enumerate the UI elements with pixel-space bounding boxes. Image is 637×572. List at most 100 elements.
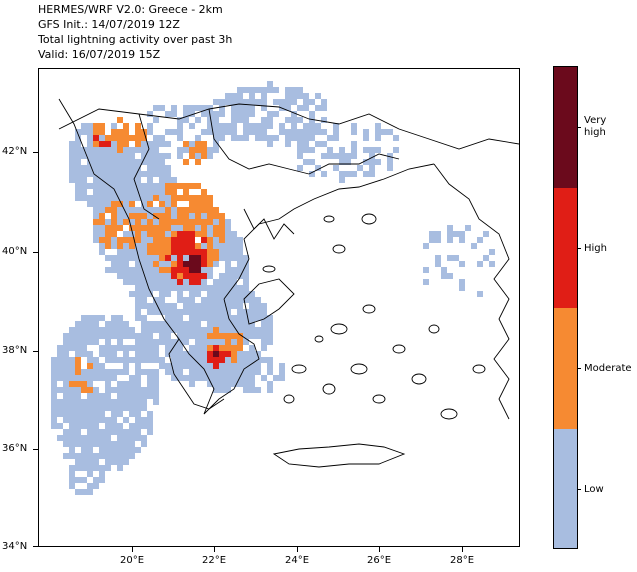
lightning-cell-low — [213, 285, 219, 291]
lightning-cell-low — [111, 267, 117, 273]
lightning-cell-low — [69, 453, 75, 459]
lightning-cell-low — [75, 165, 81, 171]
lightning-cell-low — [105, 177, 111, 183]
lightning-cell-low — [129, 429, 135, 435]
lightning-cell-moderate — [165, 243, 171, 249]
lightning-cell-low — [81, 165, 87, 171]
lightning-cell-low — [129, 147, 135, 153]
lightning-cell-low — [81, 405, 87, 411]
lightning-cell-low — [63, 369, 69, 375]
lightning-cell-low — [327, 135, 333, 141]
lightning-cell-low — [165, 273, 171, 279]
lightning-cell-low — [105, 423, 111, 429]
lightning-cell-low — [471, 243, 477, 249]
lightning-cell-low — [135, 411, 141, 417]
lightning-cell-moderate — [183, 189, 189, 195]
lightning-cell-moderate — [201, 201, 207, 207]
model-title: HERMES/WRF V2.0: Greece - 2km — [38, 3, 223, 16]
lightning-cell-moderate — [165, 207, 171, 213]
lightning-cell-low — [135, 387, 141, 393]
lightning-cell-low — [135, 255, 141, 261]
lightning-cell-moderate — [111, 207, 117, 213]
lightning-cell-low — [75, 453, 81, 459]
lightning-cell-low — [297, 153, 303, 159]
lightning-cell-low — [315, 93, 321, 99]
lightning-cell-low — [153, 189, 159, 195]
lat-label-42: 42°N — [2, 146, 28, 157]
lightning-cell-low — [57, 375, 63, 381]
lightning-cell-low — [249, 309, 255, 315]
lightning-cell-moderate — [105, 225, 111, 231]
lightning-cell-low — [243, 351, 249, 357]
lightning-cell-low — [123, 273, 129, 279]
lightning-cell-low — [273, 87, 279, 93]
island-outline — [361, 213, 377, 225]
lightning-cell-low — [75, 435, 81, 441]
lightning-cell-low — [183, 111, 189, 117]
lightning-cell-low — [135, 399, 141, 405]
lightning-cell-low — [93, 201, 99, 207]
lightning-cell-low — [75, 459, 81, 465]
lightning-cell-low — [87, 201, 93, 207]
lightning-cell-moderate — [111, 231, 117, 237]
lightning-cell-low — [123, 387, 129, 393]
lightning-cell-moderate — [225, 345, 231, 351]
lightning-cell-low — [141, 267, 147, 273]
lightning-cell-high — [177, 243, 183, 249]
lightning-cell-low — [153, 285, 159, 291]
lightning-cell-low — [141, 261, 147, 267]
lightning-cell-low — [123, 243, 129, 249]
lightning-cell-low — [219, 327, 225, 333]
lightning-cell-low — [147, 381, 153, 387]
lightning-cell-moderate — [231, 351, 237, 357]
lightning-cell-low — [189, 291, 195, 297]
lightning-cell-low — [273, 99, 279, 105]
lightning-cell-low — [261, 333, 267, 339]
lightning-cell-low — [165, 195, 171, 201]
lightning-cell-low — [111, 321, 117, 327]
lightning-cell-low — [303, 159, 309, 165]
lightning-cell-low — [261, 375, 267, 381]
lightning-cell-low — [99, 345, 105, 351]
lightning-cell-low — [63, 405, 69, 411]
lightning-cell-low — [231, 231, 237, 237]
lightning-cell-low — [99, 195, 105, 201]
lightning-cell-low — [57, 351, 63, 357]
lightning-cell-low — [213, 219, 219, 225]
lightning-cell-low — [147, 255, 153, 261]
lightning-cell-low — [111, 177, 117, 183]
lightning-cell-low — [321, 99, 327, 105]
lightning-cell-low — [117, 465, 123, 471]
lightning-cell-low — [231, 105, 237, 111]
lightning-cell-low — [147, 429, 153, 435]
lightning-cell-low — [321, 153, 327, 159]
lightning-cell-low — [81, 489, 87, 495]
lightning-cell-high — [213, 345, 219, 351]
lightning-cell-low — [99, 411, 105, 417]
lightning-cell-low — [243, 321, 249, 327]
lightning-cell-moderate — [195, 219, 201, 225]
lightning-cell-low — [231, 243, 237, 249]
lightning-cell-low — [135, 447, 141, 453]
lightning-cell-moderate — [201, 147, 207, 153]
coastlines — [58, 98, 519, 468]
lightning-cell-moderate — [207, 201, 213, 207]
lightning-cell-low — [93, 315, 99, 321]
lightning-cell-low — [99, 471, 105, 477]
lightning-cell-low — [423, 279, 429, 285]
lightning-cell-moderate — [69, 381, 75, 387]
lightning-cell-low — [243, 357, 249, 363]
lightning-cell-low — [57, 435, 63, 441]
lightning-cell-moderate — [135, 129, 141, 135]
lightning-cell-low — [261, 129, 267, 135]
lightning-cell-low — [201, 213, 207, 219]
lightning-cell-low — [207, 369, 213, 375]
lightning-cell-low — [111, 453, 117, 459]
lightning-cell-low — [237, 93, 243, 99]
lightning-cell-moderate — [105, 237, 111, 243]
lightning-cell-low — [219, 297, 225, 303]
lightning-cell-low — [147, 171, 153, 177]
lightning-cell-low — [189, 315, 195, 321]
lightning-cell-low — [129, 447, 135, 453]
lightning-cell-low — [219, 375, 225, 381]
